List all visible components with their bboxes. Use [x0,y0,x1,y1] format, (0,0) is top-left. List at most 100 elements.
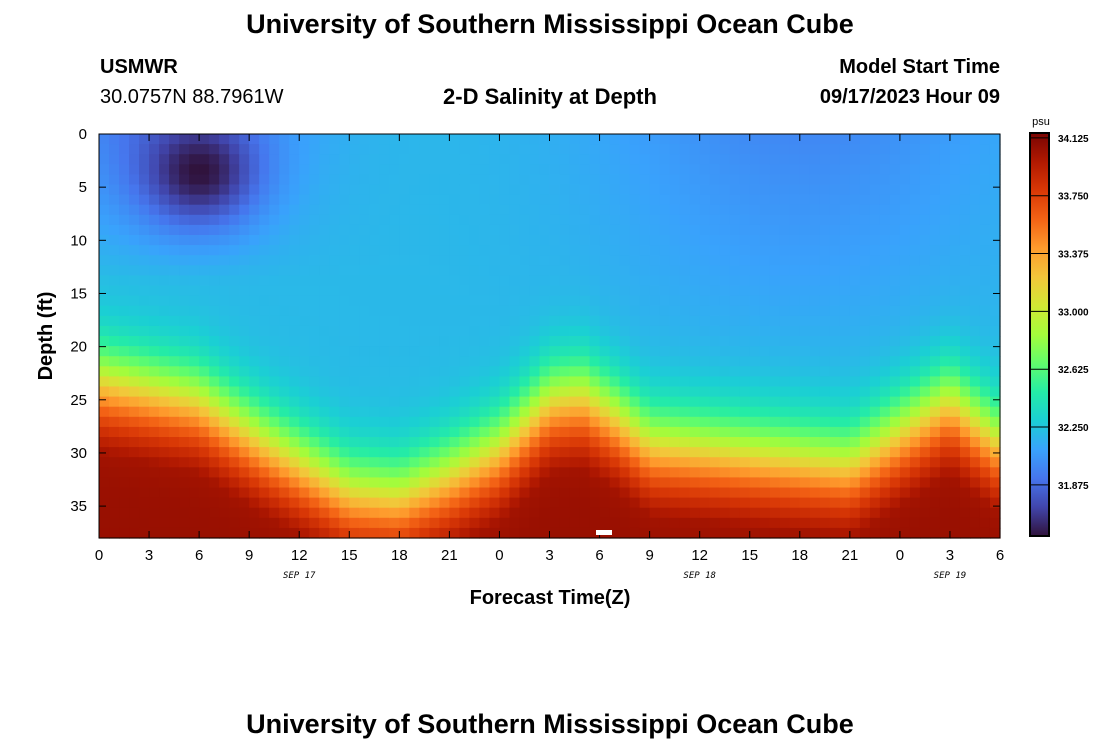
heatmap-cell [309,396,320,408]
heatmap-cell [409,376,420,388]
heatmap-cell [129,487,140,499]
heatmap-cell [289,275,300,287]
heatmap-cell [789,194,801,206]
heatmap-cell [529,184,541,196]
heatmap-cell [839,315,851,327]
heatmap-cell [499,346,511,357]
heatmap-cell [149,517,160,529]
heatmap-cell [649,315,661,327]
heatmap-cell [969,487,981,499]
heatmap-cell [429,527,440,539]
heatmap-cell [149,265,160,276]
heatmap-cell [949,245,961,256]
heatmap-cell [939,517,951,529]
heatmap-cell [359,305,370,317]
heatmap-cell [669,416,681,428]
heatmap-cell [879,336,891,347]
heatmap-cell [449,325,460,337]
heatmap-cell [879,457,891,468]
heatmap-cell [949,487,961,499]
heatmap-cell [339,245,350,256]
heatmap-cell [479,487,491,499]
heatmap-cell [979,467,991,478]
heatmap-cell [509,416,521,428]
heatmap-cell [239,467,250,478]
heatmap-cell [489,497,501,509]
heatmap-cell [309,517,320,529]
heatmap-cell [619,416,631,428]
heatmap-cell [229,487,240,499]
heatmap-cell [429,315,440,327]
heatmap-cell [849,386,861,398]
heatmap-cell [849,517,861,529]
heatmap-cell [249,457,260,468]
heatmap-cell [969,426,981,438]
heatmap-cell [399,426,410,438]
heatmap-cell [319,224,330,236]
heatmap-cell [729,356,741,367]
heatmap-cell [269,265,280,276]
heatmap-cell [839,164,851,175]
heatmap-cell [269,325,280,337]
heatmap-cell [419,487,430,499]
heatmap-cell [749,295,761,307]
heatmap-cell [949,346,961,357]
heatmap-cell [179,295,190,307]
heatmap-cell [889,437,901,448]
heatmap-cell [829,144,841,155]
heatmap-cell [629,527,641,539]
heatmap-cell [839,487,851,499]
heatmap-cell [799,346,811,357]
heatmap-cell [929,467,941,478]
heatmap-cell [869,255,881,266]
heatmap-cell [609,426,621,438]
heatmap-cell [919,527,931,539]
heatmap-cell [909,457,921,468]
heatmap-cell [349,517,360,529]
heatmap-cell [449,356,460,367]
heatmap-cell [809,507,821,519]
heatmap-cell [809,467,821,478]
heatmap-cell [529,235,541,246]
heatmap-cell [659,144,671,155]
heatmap-cell [209,184,220,196]
heatmap-cell [719,235,731,246]
heatmap-cell [649,255,661,266]
heatmap-cell [809,315,821,327]
heatmap-cell [119,315,130,327]
heatmap-cell [129,527,140,539]
heatmap-cell [239,396,250,408]
heatmap-cell [159,467,170,478]
heatmap-cell [379,356,390,367]
heatmap-cell [339,416,350,428]
heatmap-cell [799,295,811,307]
heatmap-cell [239,174,250,186]
heatmap-cell [199,527,210,539]
heatmap-cell [349,416,360,428]
heatmap-cell [569,144,581,155]
heatmap-cell [909,507,921,519]
heatmap-cell [359,245,370,256]
heatmap-cells [99,134,1001,539]
heatmap-cell [239,144,250,155]
heatmap-cell [239,366,250,377]
heatmap-cell [359,235,370,246]
heatmap-cell [119,255,130,266]
heatmap-cell [849,144,861,155]
heatmap-cell [649,235,661,246]
heatmap-cell [319,416,330,428]
heatmap-cell [179,224,190,236]
heatmap-cell [459,285,471,297]
heatmap-cell [379,255,390,266]
heatmap-cell [669,174,681,186]
heatmap-cell [269,275,280,287]
heatmap-cell [889,295,901,307]
heatmap-cell [499,356,511,367]
heatmap-cell [429,346,440,357]
heatmap-cell [599,517,611,529]
heatmap-cell [389,517,400,529]
heatmap-cell [979,174,991,186]
heatmap-cell [529,325,541,337]
heatmap-cell [349,325,360,337]
